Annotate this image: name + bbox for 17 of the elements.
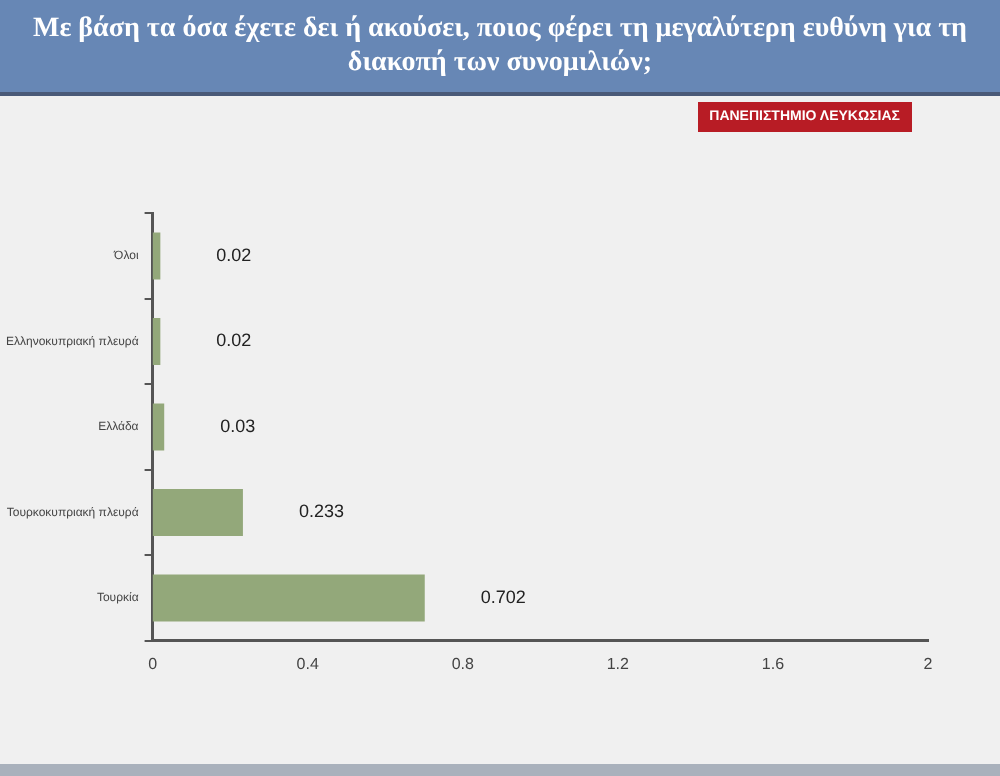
x-tick-label: 0.8 [451,654,475,673]
data-label: 0.03 [220,415,256,436]
data-label: 0.02 [216,330,252,351]
data-label: 0.702 [480,587,526,608]
x-tick-label: 2 [923,654,934,673]
bar [152,403,165,451]
bar [152,574,425,622]
bar [152,489,243,537]
x-tick-label: 1.2 [606,654,631,673]
bar [152,317,161,365]
x-tick-label: 0.4 [296,654,320,673]
chart-title: Με βάση τα όσα έχετε δει ή ακούσει, ποιος φέρει τη μεγαλύτερη ευθύνη για τη διακοπή των συνομιλιών; [0,0,1000,96]
x-tick-label: 0 [148,654,159,673]
bar [152,232,161,280]
data-label: 0.02 [216,244,252,265]
x-tick-label: 1.6 [761,654,786,673]
data-label: 0.233 [298,501,344,522]
